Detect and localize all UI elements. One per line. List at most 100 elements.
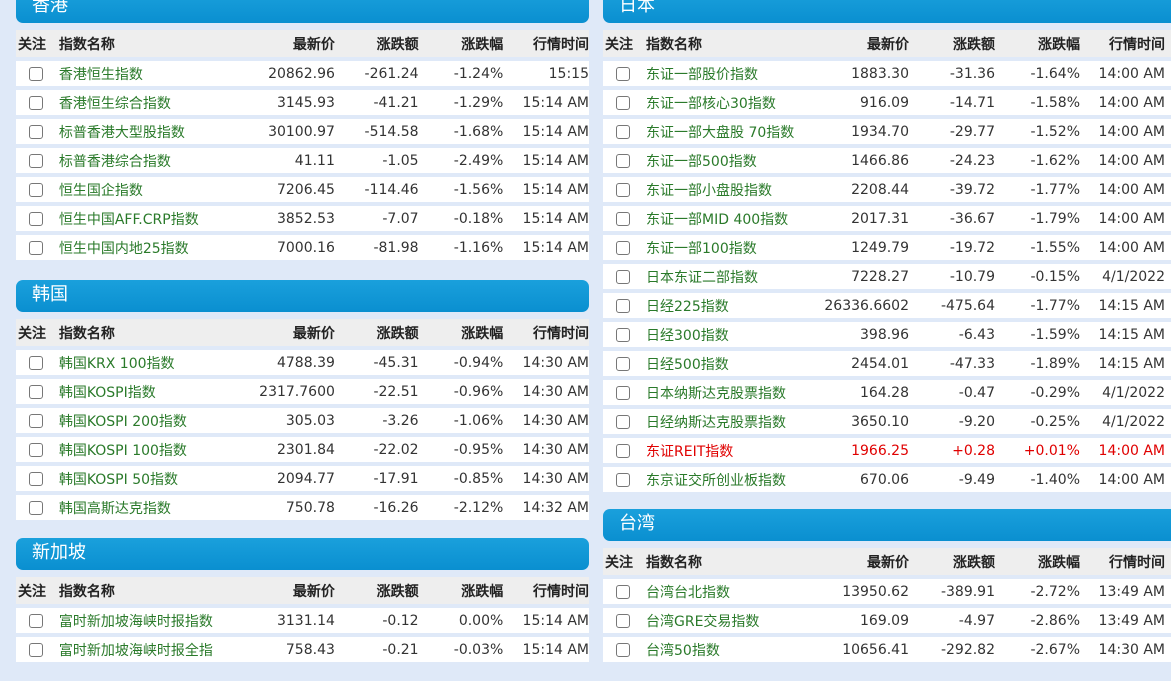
table-row[interactable]: 富时新加坡海峡时报指数 3131.14 -0.12 0.00% 15:14 AM [16, 608, 589, 633]
follow-checkbox[interactable] [28, 95, 43, 110]
index-name-link[interactable]: 台湾50指数 [646, 642, 720, 659]
follow-checkbox[interactable] [28, 153, 43, 168]
index-name-link[interactable]: 日经纳斯达克股票指数 [646, 414, 786, 431]
index-name-link[interactable]: 东证REIT指数 [646, 443, 734, 460]
follow-checkbox[interactable] [616, 240, 630, 255]
follow-checkbox[interactable] [28, 413, 43, 428]
table-row[interactable]: 富时新加坡海峡时报全指 758.43 -0.21 -0.03% 15:14 AM [16, 637, 589, 662]
index-name-link[interactable]: 日本纳斯达克股票指数 [646, 385, 786, 402]
follow-checkbox[interactable] [28, 384, 43, 399]
table-row[interactable]: 标普香港综合指数 41.11 -1.05 -2.49% 15:14 AM [16, 148, 589, 173]
index-name-link[interactable]: 日经225指数 [646, 298, 729, 315]
index-name-link[interactable]: 东证一部大盘股 70指数 [646, 124, 795, 141]
index-name-link[interactable]: 韩国KOSPI 50指数 [58, 471, 179, 488]
table-row[interactable]: 韩国KOSPI 100指数 2301.84 -22.02 -0.95% 14:30 AM [16, 437, 589, 462]
follow-checkbox[interactable] [616, 182, 630, 197]
follow-checkbox[interactable] [28, 355, 43, 370]
table-row[interactable]: 台湾台北指数 13950.62 -389.91 -2.72% 13:49 AM [603, 579, 1171, 604]
table-row[interactable]: 日经300指数 398.96 -6.43 -1.59% 14:15 AM [603, 322, 1171, 347]
index-name-link[interactable]: 东证一部MID 400指数 [646, 211, 789, 228]
index-name-link[interactable]: 香港恒生综合指数 [58, 95, 171, 112]
index-name-link[interactable]: 标普香港大型股指数 [58, 124, 185, 141]
table-row[interactable]: 恒生国企指数 7206.45 -114.46 -1.56% 15:14 AM [16, 177, 589, 202]
table-row[interactable]: 香港恒生指数 20862.96 -261.24 -1.24% 15:15 [16, 61, 589, 86]
follow-checkbox[interactable] [616, 472, 630, 487]
table-row[interactable]: 韩国KOSPI 200指数 305.03 -3.26 -1.06% 14:30 AM [16, 408, 589, 433]
table-row[interactable]: 日经纳斯达克股票指数 3650.10 -9.20 -0.25% 4/1/2022 [603, 409, 1171, 434]
follow-checkbox[interactable] [616, 124, 630, 139]
follow-checkbox[interactable] [616, 584, 630, 599]
follow-checkbox[interactable] [28, 442, 43, 457]
table-row[interactable]: 东证一部100指数 1249.79 -19.72 -1.55% 14:00 AM [603, 235, 1171, 260]
follow-checkbox[interactable] [28, 642, 43, 657]
table-row[interactable]: 东证REIT指数 1966.25 +0.28 +0.01% 14:00 AM [603, 438, 1171, 463]
follow-checkbox[interactable] [28, 182, 43, 197]
follow-checkbox[interactable] [616, 385, 630, 400]
index-name-link[interactable]: 恒生国企指数 [58, 182, 143, 199]
follow-checkbox[interactable] [616, 356, 630, 371]
index-name-link[interactable]: 日经300指数 [646, 327, 729, 344]
index-name-link[interactable]: 日本东证二部指数 [646, 269, 758, 286]
table-row[interactable]: 东京证交所创业板指数 670.06 -9.49 -1.40% 14:00 AM [603, 467, 1171, 492]
follow-checkbox[interactable] [616, 642, 630, 657]
index-name-link[interactable]: 香港恒生指数 [58, 66, 143, 83]
index-name-link[interactable]: 恒生中国内地25指数 [58, 240, 189, 257]
follow-checkbox[interactable] [28, 211, 43, 226]
change-percent: -1.64% [1030, 65, 1080, 82]
table-row[interactable]: 标普香港大型股指数 30100.97 -514.58 -1.68% 15:14 AM [16, 119, 589, 144]
index-name-link[interactable]: 韩国高斯达克指数 [58, 500, 171, 517]
table-row[interactable]: 韩国KOSPI 50指数 2094.77 -17.91 -0.85% 14:30 AM [16, 466, 589, 491]
table-row[interactable]: 台湾50指数 10656.41 -292.82 -2.67% 14:30 AM [603, 637, 1171, 662]
index-name-link[interactable]: 台湾台北指数 [646, 584, 730, 601]
index-name-link[interactable]: 恒生中国AFF.CRP指数 [58, 211, 199, 228]
table-row[interactable]: 台湾GRE交易指数 169.09 -4.97 -2.86% 13:49 AM [603, 608, 1171, 633]
index-name-link[interactable]: 东证一部核心30指数 [646, 95, 776, 112]
table-row[interactable]: 东证一部小盘股指数 2208.44 -39.72 -1.77% 14:00 AM [603, 177, 1171, 202]
follow-checkbox[interactable] [28, 500, 43, 515]
index-name-link[interactable]: 东京证交所创业板指数 [646, 472, 786, 489]
follow-checkbox[interactable] [616, 443, 630, 458]
follow-checkbox[interactable] [28, 66, 43, 81]
table-row[interactable]: 韩国KOSPI指数 2317.7600 -22.51 -0.96% 14:30 AM [16, 379, 589, 404]
index-name-link[interactable]: 富时新加坡海峡时报全指 [58, 642, 213, 659]
follow-checkbox[interactable] [616, 211, 630, 226]
follow-checkbox[interactable] [616, 414, 630, 429]
follow-checkbox[interactable] [616, 613, 630, 628]
follow-checkbox[interactable] [616, 153, 630, 168]
index-name-link[interactable]: 东证一部100指数 [646, 240, 757, 257]
follow-checkbox[interactable] [28, 613, 43, 628]
table-row[interactable]: 东证一部核心30指数 916.09 -14.71 -1.58% 14:00 AM [603, 90, 1171, 115]
follow-checkbox[interactable] [616, 66, 630, 81]
index-name-link[interactable]: 标普香港综合指数 [58, 153, 171, 170]
index-name-link[interactable]: 日经500指数 [646, 356, 729, 373]
table-row[interactable]: 恒生中国内地25指数 7000.16 -81.98 -1.16% 15:14 AM [16, 235, 589, 260]
index-name-link[interactable]: 东证一部500指数 [646, 153, 757, 170]
table-row[interactable]: 东证一部股价指数 1883.30 -31.36 -1.64% 14:00 AM [603, 61, 1171, 86]
follow-checkbox[interactable] [28, 124, 43, 139]
table-row[interactable]: 日经225指数 26336.6602 -475.64 -1.77% 14:15 AM [603, 293, 1171, 318]
follow-checkbox[interactable] [28, 240, 43, 255]
table-row[interactable]: 香港恒生综合指数 3145.93 -41.21 -1.29% 15:14 AM [16, 90, 589, 115]
table-row[interactable]: 恒生中国AFF.CRP指数 3852.53 -7.07 -0.18% 15:14 AM [16, 206, 589, 231]
follow-checkbox[interactable] [616, 298, 630, 313]
table-row[interactable]: 日经500指数 2454.01 -47.33 -1.89% 14:15 AM [603, 351, 1171, 376]
follow-checkbox[interactable] [616, 269, 630, 284]
table-row[interactable]: 东证一部大盘股 70指数 1934.70 -29.77 -1.52% 14:00 AM [603, 119, 1171, 144]
index-name-link[interactable]: 富时新加坡海峡时报指数 [58, 613, 213, 630]
follow-checkbox[interactable] [616, 95, 630, 110]
table-row[interactable]: 东证一部500指数 1466.86 -24.23 -1.62% 14:00 AM [603, 148, 1171, 173]
index-name-link[interactable]: 韩国KOSPI指数 [58, 384, 156, 401]
index-name-link[interactable]: 韩国KRX 100指数 [58, 355, 175, 372]
table-row[interactable]: 日本纳斯达克股票指数 164.28 -0.47 -0.29% 4/1/2022 [603, 380, 1171, 405]
table-row[interactable]: 日本东证二部指数 7228.27 -10.79 -0.15% 4/1/2022 [603, 264, 1171, 289]
follow-checkbox[interactable] [28, 471, 43, 486]
follow-checkbox[interactable] [616, 327, 630, 342]
table-row[interactable]: 韩国KRX 100指数 4788.39 -45.31 -0.94% 14:30 AM [16, 350, 589, 375]
index-name-link[interactable]: 韩国KOSPI 100指数 [58, 442, 187, 459]
table-row[interactable]: 东证一部MID 400指数 2017.31 -36.67 -1.79% 14:00 AM [603, 206, 1171, 231]
table-row[interactable]: 韩国高斯达克指数 750.78 -16.26 -2.12% 14:32 AM [16, 495, 589, 520]
index-name-link[interactable]: 韩国KOSPI 200指数 [58, 413, 187, 430]
index-name-link[interactable]: 东证一部股价指数 [646, 66, 758, 83]
index-name-link[interactable]: 东证一部小盘股指数 [646, 182, 772, 199]
index-name-link[interactable]: 台湾GRE交易指数 [646, 613, 760, 630]
